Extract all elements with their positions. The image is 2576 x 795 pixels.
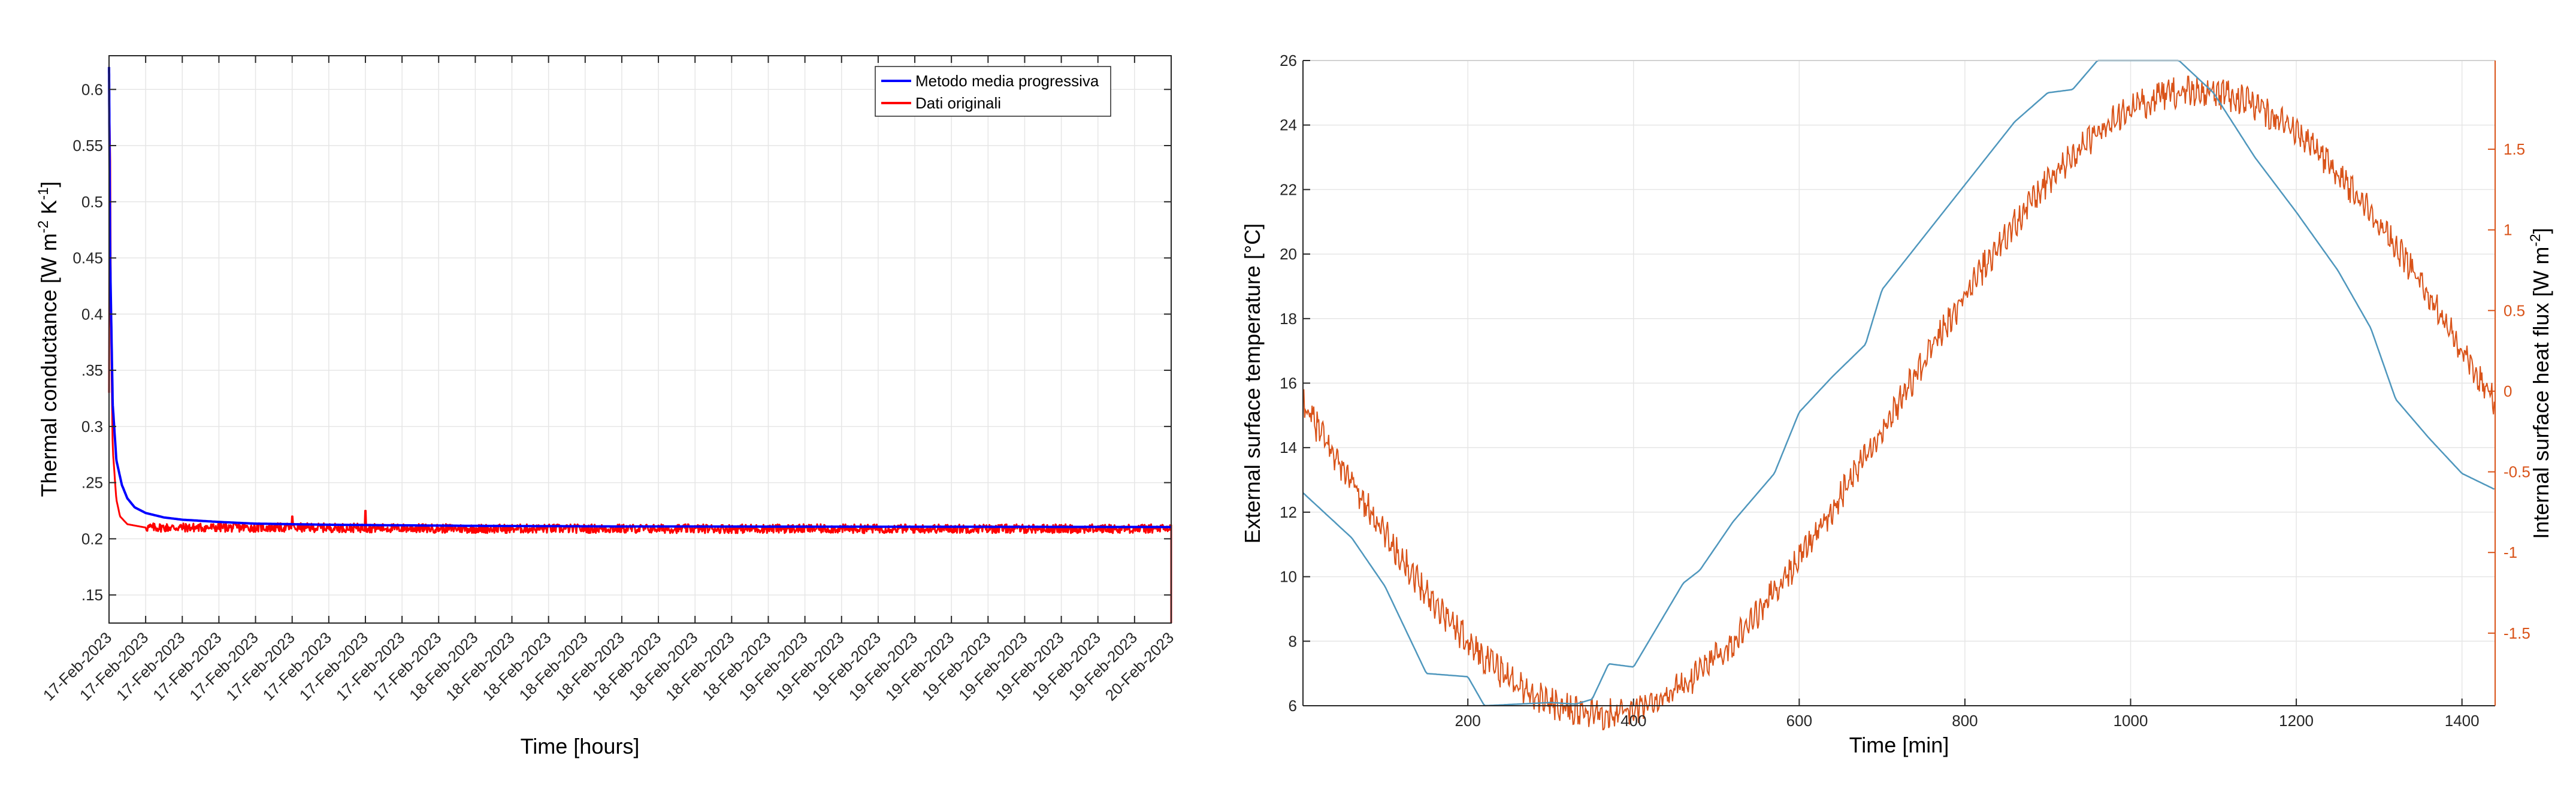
left-y-tick-label: .25	[81, 474, 103, 492]
left-y-label-sup-2: -1	[35, 188, 52, 200]
right-left-y-tick-label: 12	[1280, 503, 1297, 521]
right-right-y-tick-label: -1.5	[2504, 624, 2530, 642]
right-y-label-part-1: Internal surface heat flux [W m	[2529, 247, 2553, 539]
right-left-y-tick-label: 22	[1280, 180, 1297, 198]
left-data	[108, 66, 1172, 623]
right-right-y-tick-label: -0.5	[2504, 463, 2530, 481]
left-y-tick-label: 0.55	[72, 137, 103, 155]
right-x-tick-label: 1400	[2445, 712, 2480, 730]
left-y-tick-label: 0.5	[81, 193, 103, 211]
left-legend: Metodo media progressiva Dati originali	[875, 66, 1111, 117]
left-y-tick-label: 0.45	[72, 249, 103, 267]
right-right-y-axis-label: Internal surface heat flux [W m-2]	[2527, 228, 2553, 539]
right-right-y-tick-label: 0.5	[2504, 301, 2525, 319]
right-left-y-tick-label: 18	[1280, 310, 1297, 328]
left-y-tick-label: 0.4	[81, 305, 103, 323]
right-x-axis-label: Time [min]	[1849, 733, 1949, 757]
left-plot-frame	[108, 55, 1172, 624]
right-right-y-tick-label: 0	[2504, 382, 2512, 400]
left-y-label-part-3: ]	[37, 182, 61, 188]
left-y-tick-label: 0.3	[81, 418, 103, 436]
legend-box	[875, 66, 1111, 117]
left-x-axis-label: Time [hours]	[521, 734, 640, 758]
right-right-y-ticks: -1.5 -1 -0.5 0 0.5 1 1.5	[2488, 140, 2530, 642]
right-left-y-axis-label: External surface temperature [°C]	[1240, 223, 1265, 544]
right-right-y-tick-label: -1	[2504, 543, 2517, 561]
legend-label-metodo: Metodo media progressiva	[915, 72, 1099, 90]
right-left-y-tick-label: 14	[1280, 439, 1297, 457]
series-line-heat-flux	[1302, 75, 2496, 730]
left-y-label-part-1: Thermal conductance [W m	[37, 233, 61, 497]
right-left-y-tick-label: 20	[1280, 245, 1297, 263]
right-x-tick-label: 1000	[2114, 712, 2148, 730]
right-y-label-sup: -2	[2527, 234, 2544, 246]
right-x-tick-label: 600	[1786, 712, 1812, 730]
left-y-ticks: .15 0.2 .25 0.3 .35 0.4 0.45 0.5 0.55 0.6	[72, 80, 1171, 604]
right-left-y-tick-label: 10	[1280, 568, 1297, 586]
right-data	[1302, 59, 2496, 730]
left-plot-area	[109, 56, 1171, 623]
left-y-tick-label: .35	[81, 361, 103, 379]
right-x-tick-label: 1200	[2279, 712, 2314, 730]
left-chart-conductance: .150.2.250.3.350.40.450.50.550.6 17-Feb-…	[35, 55, 1177, 758]
series-line-dati-originali	[108, 120, 1172, 623]
right-right-y-tick-label: 1	[2504, 221, 2512, 239]
right-right-y-tick-label: 1.5	[2504, 140, 2525, 158]
right-y-label-part-2: ]	[2529, 228, 2553, 234]
left-y-label-part-2: K	[37, 200, 61, 220]
right-x-tick-label: 200	[1455, 712, 1481, 730]
right-left-y-tick-label: 26	[1280, 52, 1297, 69]
series-line-metodo-media-progressiva	[108, 66, 1171, 528]
right-left-y-tick-label: 8	[1289, 632, 1297, 650]
right-left-y-ticks: 6 8 10 12 14 16 18 20 22 24 26	[1280, 52, 1310, 715]
right-x-tick-label: 800	[1952, 712, 1978, 730]
left-y-tick-label: .15	[81, 586, 103, 604]
left-y-label-sup-1: -2	[35, 220, 52, 233]
legend-label-dati: Dati originali	[915, 94, 1001, 112]
left-y-tick-label: 0.6	[81, 80, 103, 98]
right-x-ticks: 200 400 600 800 1000 1200 1400	[1455, 699, 2480, 730]
left-y-tick-label: 0.2	[81, 530, 103, 548]
right-left-y-tick-label: 16	[1280, 374, 1297, 392]
right-x-tick-label: 400	[1620, 712, 1646, 730]
right-left-y-tick-label: 24	[1280, 116, 1297, 134]
right-left-y-tick-label: 6	[1289, 697, 1297, 715]
series-line-external-temperature	[1302, 59, 2495, 707]
left-y-axis-label: Thermal conductance [W m-2 K-1]	[35, 182, 61, 497]
